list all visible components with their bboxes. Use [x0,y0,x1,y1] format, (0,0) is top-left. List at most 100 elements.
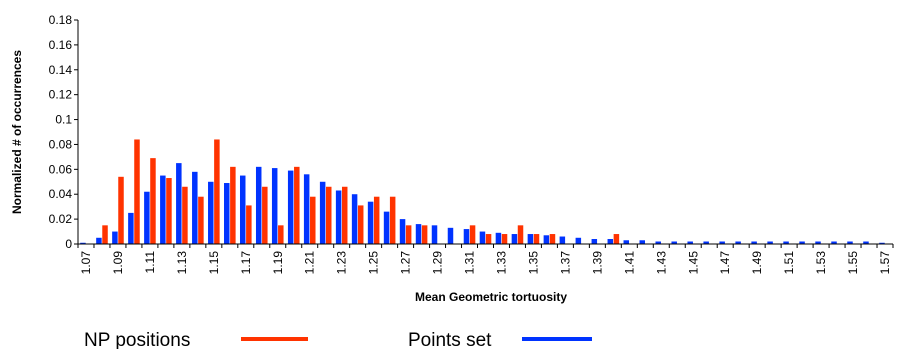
x-tick-label: 1.37 [558,251,572,275]
bar-points-set [383,211,390,244]
bar-points-set [399,219,406,244]
bar-np-positions [198,196,204,244]
bar-np-positions [421,225,428,244]
bar-np-positions [533,234,540,244]
y-tick-label: 0.18 [49,13,73,27]
bar-points-set [607,239,614,244]
bar-points-set [463,229,470,244]
bar-np-positions [134,139,140,244]
bar-points-set [527,234,534,244]
bar-points-set [783,241,789,244]
bar-points-set [80,242,86,244]
bar-np-positions [357,205,364,244]
bar-points-set [447,227,454,244]
bar-np-positions [246,205,252,244]
bar-points-set [351,194,358,244]
x-tick-label: 1.11 [143,251,157,274]
x-tick-label: 1.43 [654,251,668,275]
x-tick-label: 1.31 [463,251,477,275]
bar-points-set [112,231,118,244]
bar-points-set [495,232,502,244]
x-tick-label: 1.13 [175,251,189,275]
bar-points-set [639,240,645,244]
y-tick-label: 0.08 [49,137,73,151]
bar-np-positions [310,196,316,244]
bar-points-set [575,237,582,244]
bar-points-set [239,175,246,244]
bar-np-positions [166,178,172,244]
bar-points-set [176,163,182,244]
x-tick-label: 1.19 [271,251,285,275]
x-ticks-group: 1.07 1.09 1.11 1.13 1.15 1.17 1.19 1.21 1.23 1.25… [77,244,894,275]
x-tick-label: 1.07 [79,251,93,275]
bar-points-set [559,236,566,244]
x-axis-title: Mean Geometric tortuosity [415,290,567,304]
legend: NP positions Points set [84,330,592,349]
legend-item-np-positions: NP positions [84,330,308,349]
bar-points-set [96,237,102,244]
bar-points-set [224,183,230,244]
bar-points-set [767,241,773,244]
bar-points-set [319,181,326,244]
bar-points-set [160,175,166,244]
x-tick-label: 1.35 [526,251,540,275]
x-tick-label: 1.55 [846,251,860,275]
bar-np-positions [389,196,396,244]
y-tick-label: 0 [65,237,72,251]
bar-points-set [719,241,725,244]
x-tick-label: 1.33 [494,251,508,275]
x-tick-label: 1.17 [239,251,253,275]
bar-np-positions [278,225,284,244]
bar-points-set [431,225,438,244]
bar-np-positions [341,186,348,244]
y-tick-label: 0.12 [49,88,73,102]
x-tick-label: 1.45 [686,251,700,275]
bar-points-set [479,231,486,244]
bar-np-positions [326,186,332,244]
bar-points-set [192,171,198,244]
legend-label-points-set: Points set [408,330,492,349]
bar-np-positions [182,186,188,244]
x-tick-label: 1.57 [878,251,892,275]
bar-points-set [703,241,709,244]
bar-points-set [208,181,214,244]
y-tick-label: 0.02 [49,212,73,226]
x-tick-label: 1.53 [814,251,828,275]
bar-np-positions [150,158,156,244]
bar-points-set [799,241,805,244]
bar-points-set [591,239,598,244]
y-tick-label: 0.16 [49,38,73,52]
bar-points-set [415,224,422,244]
bars-group [80,139,885,244]
bar-points-set [367,201,374,244]
bar-points-set [735,241,741,244]
bar-np-positions [214,139,220,244]
bar-points-set [303,174,310,244]
bar-points-set [335,190,342,244]
y-axis-title: Normalized # of occurrences [10,50,24,214]
bar-points-set [287,170,294,244]
x-tick-label: 1.41 [622,251,636,275]
x-tick-label: 1.25 [367,251,381,275]
x-tick-label: 1.51 [782,251,796,275]
bar-points-set [879,242,885,244]
bar-np-positions [469,225,476,244]
bar-points-set [511,234,518,244]
bar-points-set [751,241,757,244]
y-tick-label: 0.04 [49,187,73,201]
bar-np-positions [485,234,492,244]
bar-points-set [144,191,150,244]
bar-points-set [543,235,550,244]
bar-np-positions [405,225,412,244]
bar-np-positions [262,186,268,244]
bar-np-positions [102,225,108,244]
y-tick-label: 0.14 [49,63,73,77]
bar-points-set [815,241,821,244]
x-tick-label: 1.47 [718,251,732,275]
bar-points-set [671,241,677,244]
bar-np-positions [373,196,380,244]
bar-points-set [655,241,661,244]
x-tick-label: 1.23 [335,251,349,275]
bar-points-set [863,241,869,244]
